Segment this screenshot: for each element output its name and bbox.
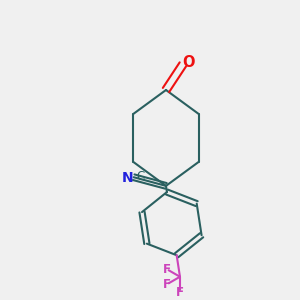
Text: F: F — [163, 262, 171, 276]
Text: F: F — [163, 278, 171, 291]
Text: O: O — [182, 55, 194, 70]
Text: F: F — [176, 286, 184, 299]
Text: C: C — [136, 170, 144, 183]
Text: N: N — [122, 171, 133, 185]
